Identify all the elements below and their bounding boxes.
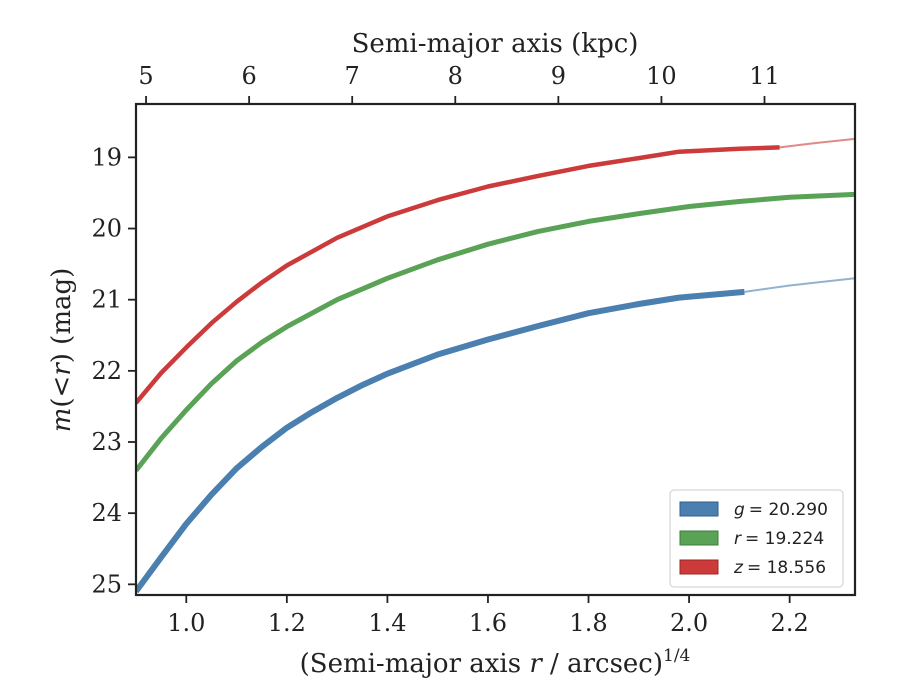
legend-label-g: g = 20.290 [734,500,828,520]
axis-layer: 1.0 1.2 1.4 1.6 1.8 2.0 2.2 5 6 7 8 9 10 11 19 20 21 22 23… [91,62,857,637]
y-tick-label: 21 [91,286,122,314]
y-tick-label: 23 [91,428,122,456]
series-z-extension [779,137,855,149]
top-tick-label: 6 [241,62,256,90]
x-axis-title: (Semi-major axis r / arcsec)1/4 [300,646,691,679]
x-tick-label: 1.6 [469,609,507,637]
y-tick-label: 19 [91,143,122,171]
series-g-extension [744,277,855,293]
legend-label-z: z = 18.556 [733,558,826,578]
series-g-line [136,288,745,594]
series-r-line [136,191,855,473]
y-tick-label: 22 [91,357,122,385]
top-axis-title: Semi-major axis (kpc) [352,29,639,59]
top-tick-label: 8 [448,62,463,90]
x-tick-label: 1.2 [268,609,306,637]
plot-frame [134,102,857,597]
top-tick-label: 5 [138,62,153,90]
x-tick-label: 1.8 [569,609,607,637]
legend-swatch-r [679,530,719,546]
series-layer [136,137,855,594]
top-tick-label: 11 [749,62,780,90]
y-axis-title: m(<r) (mag) [47,268,77,433]
series-z-line [136,145,780,405]
legend-label-r: r = 19.224 [734,529,824,549]
x-tick-label: 2.2 [771,609,809,637]
y-tick-label: 24 [91,499,122,527]
top-tick-label: 9 [551,62,566,90]
y-tick-label: 20 [91,215,122,243]
x-tick-label: 2.0 [670,609,708,637]
y-tick-label: 25 [91,570,122,598]
top-tick-label: 10 [646,62,677,90]
legend-swatch-z [679,559,719,575]
legend-swatch-g [679,501,719,517]
x-tick-label: 1.0 [167,609,205,637]
legend: g = 20.290 r = 19.224 z = 18.556 [669,489,844,588]
top-tick-label: 7 [345,62,360,90]
x-tick-label: 1.4 [368,609,406,637]
